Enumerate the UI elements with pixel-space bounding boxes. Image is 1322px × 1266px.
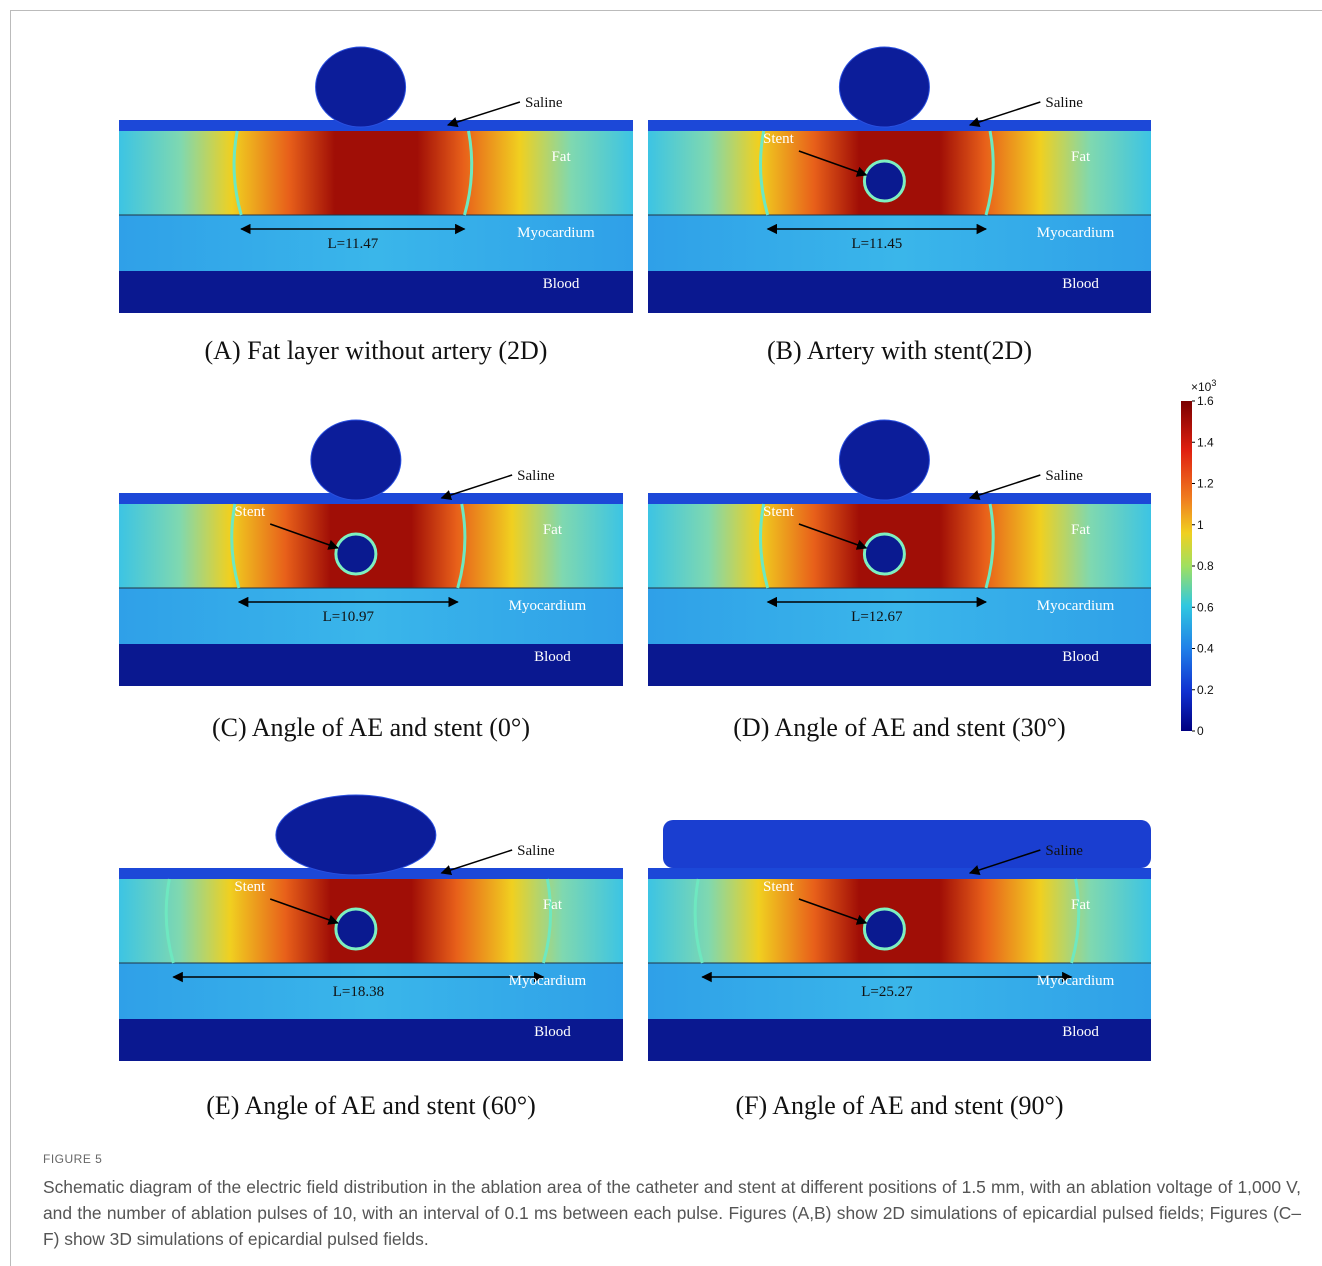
fat-label: Fat [543, 897, 563, 913]
myocardium-label: Myocardium [509, 973, 587, 989]
saline-label: Saline [1045, 843, 1083, 859]
stent-label: Stent [234, 504, 266, 520]
figure-caption: Schematic diagram of the electric field … [43, 1174, 1301, 1252]
stent-label: Stent [763, 131, 795, 147]
blood-label: Blood [1062, 649, 1099, 665]
fat-label: Fat [551, 149, 571, 165]
stent-label: Stent [763, 504, 795, 520]
fat-label: Fat [1071, 897, 1091, 913]
colorbar-tick-label: 1.6 [1197, 394, 1214, 408]
simulation-panel: Saline Fat L=11.47 Myocardium Blood [119, 47, 633, 313]
colorbar [1181, 401, 1192, 731]
stent-label: Stent [763, 879, 795, 895]
blood-label: Blood [543, 276, 580, 292]
saline-label: Saline [1045, 95, 1083, 111]
blood-label: Blood [534, 1024, 571, 1040]
saline-label: Saline [1045, 468, 1083, 484]
myocardium-label: Myocardium [509, 598, 587, 614]
colorbar-tick-label: 0.6 [1197, 600, 1214, 614]
fat-label: Fat [1071, 149, 1091, 165]
simulation-panel: Stent Saline Fat L=25.27 Myocardium Blood [648, 820, 1151, 1061]
length-label: L=11.47 [327, 236, 378, 252]
fat-label: Fat [543, 522, 563, 538]
electrode [316, 47, 406, 127]
stent [864, 534, 904, 574]
figure-label: FIGURE 5 [43, 1152, 102, 1166]
panel-caption: (C) Angle of AE and stent (0°) [212, 713, 530, 742]
fat-layer [119, 131, 633, 215]
blood-label: Blood [534, 649, 571, 665]
length-label: L=18.38 [333, 984, 384, 1000]
myocardium-label: Myocardium [517, 225, 595, 241]
stent [864, 161, 904, 201]
colorbar-scale-power: 3 [1211, 378, 1216, 388]
length-label: L=12.67 [851, 609, 903, 625]
electrode [839, 47, 929, 127]
length-label: L=10.97 [323, 609, 375, 625]
myocardium-label: Myocardium [1037, 598, 1115, 614]
stent-label: Stent [234, 879, 266, 895]
simulation-panel: Stent Saline Fat L=18.38 Myocardium Blood [119, 795, 623, 1061]
colorbar-scale-base: ×10 [1191, 380, 1212, 394]
electrode [839, 420, 929, 500]
colorbar-tick-label: 1 [1197, 518, 1204, 532]
simulation-panel: Stent Saline Fat L=11.45 Myocardium Blood [648, 47, 1151, 313]
simulation-panel: Stent Saline Fat L=12.67 Myocardium Blood [648, 420, 1151, 686]
saline-label: Saline [517, 468, 555, 484]
simulation-panel: Stent Saline Fat L=10.97 Myocardium Blood [119, 420, 623, 686]
myocardium-label: Myocardium [1037, 973, 1115, 989]
myocardium-label: Myocardium [1037, 225, 1115, 241]
saline-layer [648, 868, 1151, 879]
colorbar-tick-label: 1.4 [1197, 435, 1214, 449]
length-label: L=11.45 [851, 236, 902, 252]
panel-caption: (F) Angle of AE and stent (90°) [735, 1091, 1063, 1120]
colorbar-tick-label: 0.4 [1197, 642, 1214, 656]
blood-label: Blood [1062, 276, 1099, 292]
colorbar-tick-label: 0.8 [1197, 559, 1214, 573]
length-label: L=25.27 [861, 984, 913, 1000]
saline-label: Saline [517, 843, 555, 859]
panel-caption: (B) Artery with stent(2D) [767, 336, 1032, 365]
colorbar-tick-label: 0 [1197, 724, 1204, 738]
colorbar-scale: ×103 [1191, 378, 1216, 394]
blood-label: Blood [1062, 1024, 1099, 1040]
panel-caption: (A) Fat layer without artery (2D) [205, 336, 548, 365]
fat-label: Fat [1071, 522, 1091, 538]
electrode [276, 795, 436, 875]
stent [336, 534, 376, 574]
saline-label: Saline [525, 95, 563, 111]
stent [336, 909, 376, 949]
panel-caption: (D) Angle of AE and stent (30°) [733, 713, 1065, 742]
colorbar-tick-label: 0.2 [1197, 683, 1214, 697]
stent [864, 909, 904, 949]
panel-caption: (E) Angle of AE and stent (60°) [206, 1091, 536, 1120]
colorbar-tick-label: 1.2 [1197, 477, 1214, 491]
electrode [311, 420, 401, 500]
figure: Saline Fat L=11.47 Myocardium Blood (A) Fat l… [0, 0, 1322, 1150]
